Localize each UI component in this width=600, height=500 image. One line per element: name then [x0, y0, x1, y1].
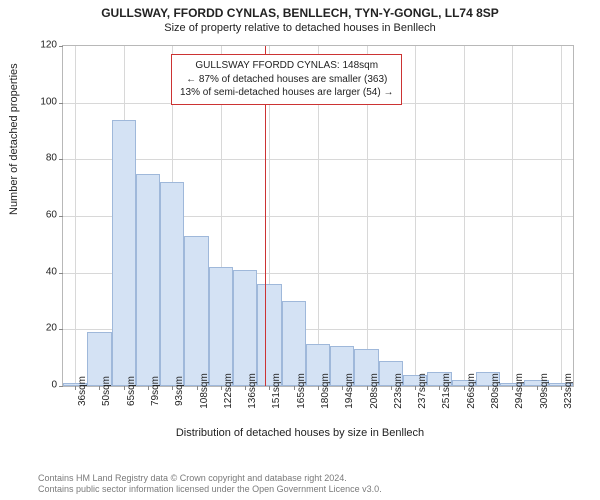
ytick-label: 40	[27, 266, 57, 277]
footer-line2: Contains public sector information licen…	[38, 484, 382, 496]
xtick-label: 36sqm	[77, 376, 88, 406]
histogram-bar	[257, 284, 281, 386]
gridline-v	[464, 46, 465, 386]
xtick-label: 280sqm	[490, 373, 501, 409]
y-axis-label: Number of detached properties	[8, 63, 20, 215]
xtick-mark	[294, 386, 295, 390]
gridline-v	[512, 46, 513, 386]
xtick-mark	[367, 386, 368, 390]
xtick-mark	[537, 386, 538, 390]
xtick-label: 122sqm	[223, 373, 234, 409]
xtick-label: 294sqm	[514, 373, 525, 409]
ytick-label: 120	[27, 40, 57, 51]
ytick-mark	[59, 159, 63, 160]
xtick-label: 108sqm	[199, 373, 210, 409]
gridline-v	[415, 46, 416, 386]
xtick-mark	[391, 386, 392, 390]
xtick-mark	[488, 386, 489, 390]
ytick-label: 20	[27, 323, 57, 334]
xtick-label: 136sqm	[247, 373, 258, 409]
xtick-label: 237sqm	[417, 373, 428, 409]
annotation-line1: GULLSWAY FFORDD CYNLAS: 148sqm	[180, 59, 393, 73]
xtick-label: 180sqm	[320, 373, 331, 409]
xtick-mark	[124, 386, 125, 390]
annotation-box: GULLSWAY FFORDD CYNLAS: 148sqm← 87% of d…	[171, 54, 402, 105]
xtick-mark	[561, 386, 562, 390]
ytick-label: 0	[27, 380, 57, 391]
gridline-v	[75, 46, 76, 386]
ytick-mark	[59, 46, 63, 47]
histogram-bar	[112, 120, 136, 386]
xtick-label: 151sqm	[271, 373, 282, 409]
chart-title: GULLSWAY, FFORDD CYNLAS, BENLLECH, TYN-Y…	[0, 6, 600, 20]
chart-subtitle: Size of property relative to detached ho…	[0, 22, 600, 34]
footer-attribution: Contains HM Land Registry data © Crown c…	[38, 473, 382, 496]
ytick-mark	[59, 103, 63, 104]
xtick-mark	[197, 386, 198, 390]
xtick-label: 93sqm	[174, 376, 185, 406]
xtick-label: 65sqm	[126, 376, 137, 406]
xtick-label: 194sqm	[344, 373, 355, 409]
ytick-label: 100	[27, 96, 57, 107]
xtick-mark	[415, 386, 416, 390]
gridline-v	[561, 46, 562, 386]
xtick-label: 50sqm	[101, 376, 112, 406]
histogram-bar	[160, 182, 184, 386]
xtick-label: 79sqm	[150, 376, 161, 406]
ytick-label: 60	[27, 210, 57, 221]
ytick-mark	[59, 273, 63, 274]
xtick-mark	[75, 386, 76, 390]
xtick-mark	[318, 386, 319, 390]
xtick-mark	[245, 386, 246, 390]
footer-line1: Contains HM Land Registry data © Crown c…	[38, 473, 382, 485]
xtick-label: 323sqm	[563, 373, 574, 409]
xtick-label: 266sqm	[466, 373, 477, 409]
plot-area: GULLSWAY FFORDD CYNLAS: 148sqm← 87% of d…	[62, 45, 574, 387]
xtick-mark	[148, 386, 149, 390]
ytick-mark	[59, 329, 63, 330]
xtick-label: 251sqm	[441, 373, 452, 409]
ytick-mark	[59, 216, 63, 217]
xtick-label: 208sqm	[369, 373, 380, 409]
histogram-bar	[184, 236, 208, 386]
xtick-label: 309sqm	[539, 373, 550, 409]
annotation-line2: ← 87% of detached houses are smaller (36…	[180, 73, 393, 87]
xtick-mark	[221, 386, 222, 390]
annotation-line3: 13% of semi-detached houses are larger (…	[180, 86, 393, 100]
histogram-bar	[209, 267, 233, 386]
xtick-mark	[464, 386, 465, 390]
xtick-label: 165sqm	[296, 373, 307, 409]
xtick-label: 223sqm	[393, 373, 404, 409]
ytick-label: 80	[27, 153, 57, 164]
histogram-bar	[136, 174, 160, 387]
histogram-bar	[233, 270, 257, 386]
ytick-mark	[59, 386, 63, 387]
x-axis-label: Distribution of detached houses by size …	[0, 427, 600, 439]
